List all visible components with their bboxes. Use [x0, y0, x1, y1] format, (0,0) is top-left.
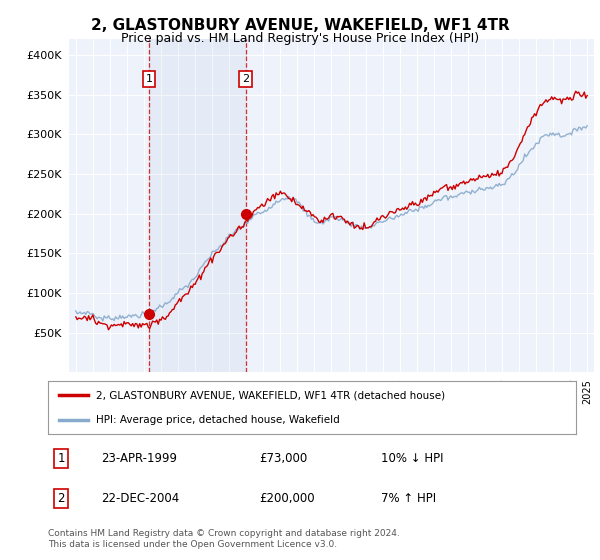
Text: Price paid vs. HM Land Registry's House Price Index (HPI): Price paid vs. HM Land Registry's House … [121, 32, 479, 45]
Bar [149, 39, 246, 372]
Text: 2, GLASTONBURY AVENUE, WAKEFIELD, WF1 4TR: 2, GLASTONBURY AVENUE, WAKEFIELD, WF1 4T… [91, 18, 509, 33]
Text: 1: 1 [146, 74, 152, 84]
Text: £73,000: £73,000 [259, 452, 307, 465]
Text: 2: 2 [242, 74, 250, 84]
Text: HPI: Average price, detached house, Wakefield: HPI: Average price, detached house, Wake… [95, 414, 339, 424]
Text: 10% ↓ HPI: 10% ↓ HPI [380, 452, 443, 465]
Text: 2, GLASTONBURY AVENUE, WAKEFIELD, WF1 4TR (detached house): 2, GLASTONBURY AVENUE, WAKEFIELD, WF1 4T… [95, 390, 445, 400]
Text: 1: 1 [58, 452, 65, 465]
Text: £200,000: £200,000 [259, 492, 315, 505]
Text: Contains HM Land Registry data © Crown copyright and database right 2024.
This d: Contains HM Land Registry data © Crown c… [48, 529, 400, 549]
Text: 2: 2 [58, 492, 65, 505]
Text: 23-APR-1999: 23-APR-1999 [101, 452, 177, 465]
Text: 7% ↑ HPI: 7% ↑ HPI [380, 492, 436, 505]
Text: 22-DEC-2004: 22-DEC-2004 [101, 492, 179, 505]
